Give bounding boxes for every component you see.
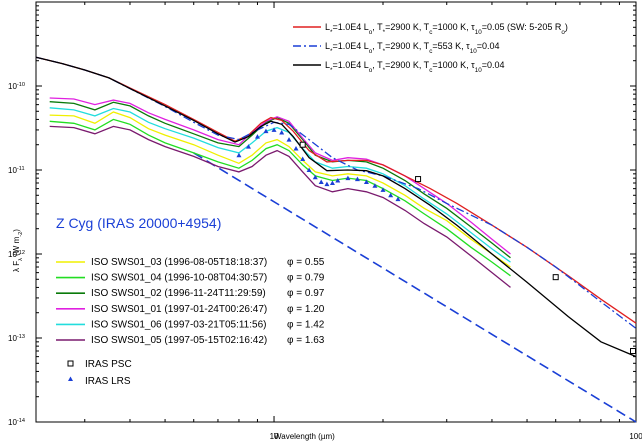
- iras-lrs-point: [324, 181, 330, 187]
- iras-psc-legend-label: IRAS PSC: [85, 359, 132, 370]
- iras-lrs-point: [263, 128, 269, 134]
- legend: Z Cyg (IRAS 20000+4954) L*=1.0E4 Lo, T*=…: [56, 22, 568, 387]
- model-line: [35, 56, 637, 329]
- iras-lrs-point: [335, 177, 341, 183]
- iras-lrs-point: [388, 192, 394, 198]
- iso-spectrum-line: [49, 107, 511, 263]
- iras-lrs-point: [363, 179, 369, 184]
- iso-spectrum-line: [49, 125, 511, 288]
- model-legend-label: L*=1.0E4 Lo, T*=2900 K, Tc=553 K, τ10=0.…: [325, 41, 499, 55]
- model-line: [35, 56, 637, 358]
- iso-legend-label: ISO SWS01_05 (1997-05-15T02:16:42): [91, 335, 267, 346]
- iras-lrs-point: [236, 152, 242, 158]
- reference-line: [193, 152, 637, 423]
- iso-legend-phase: φ = 1.20: [287, 304, 325, 315]
- iso-spectrum-line: [49, 111, 511, 268]
- iras-lrs-point: [318, 179, 324, 184]
- iras-lrs-point: [254, 134, 260, 139]
- iso-legend-label: ISO SWS01_03 (1996-08-05T18:18:37): [91, 257, 267, 268]
- iso-legend-phase: φ = 0.55: [287, 257, 325, 268]
- iras-lrs-point: [329, 180, 335, 186]
- iso-spectrum-line: [49, 97, 511, 255]
- observation-series-group: [49, 97, 511, 288]
- axes: 10 100 10-10 10-11 10-12 10-13 10-14 Wavelength…: [8, 2, 642, 441]
- plot-frame: [35, 1, 637, 423]
- x-tick-label: 10: [270, 432, 279, 441]
- iras-psc-legend-marker: [67, 360, 74, 367]
- iso-legend-label: ISO SWS01_06 (1997-03-21T05:11:56): [91, 319, 266, 330]
- object-label: Z Cyg (IRAS 20000+4954): [56, 215, 221, 231]
- x-tick-label: 100: [629, 432, 642, 441]
- iso-spectrum-line: [49, 101, 511, 259]
- iso-legend-phase: φ = 0.97: [287, 288, 325, 299]
- y-axis-label: λ Fλ (W m-2): [12, 229, 24, 272]
- iras-lrs-point: [345, 175, 351, 181]
- iras-lrs-point: [271, 127, 277, 132]
- model-legend-label: L*=1.0E4 Lo, T*=2900 K, Tc=1000 K, τ10=0…: [325, 60, 504, 74]
- y-tick-label: 10-11: [8, 166, 25, 175]
- iras-lrs-point: [372, 183, 378, 188]
- y-tick-label: 10-10: [8, 82, 25, 91]
- iras-lrs-point: [312, 174, 318, 180]
- iso-legend-label: ISO SWS01_04 (1996-10-08T04:30:57): [91, 273, 267, 284]
- iras-lrs-legend-marker: [68, 376, 73, 381]
- y-tick-label: 10-12: [8, 250, 25, 259]
- reference-line-group: [193, 152, 637, 423]
- iras-lrs-point: [395, 196, 401, 202]
- iso-spectrum-line: [49, 118, 511, 277]
- iras-lrs-point: [279, 129, 285, 135]
- iso-legend-label: ISO SWS01_01 (1997-01-24T00:26:47): [91, 304, 267, 315]
- iras-lrs-point: [293, 146, 299, 151]
- iras-points-group: [236, 127, 636, 355]
- iras-psc-point: [299, 141, 306, 148]
- iras-lrs-point: [245, 144, 251, 149]
- iso-legend-phase: φ = 0.79: [287, 273, 325, 284]
- model-legend-label: L*=1.0E4 Lo, T*=2900 K, Tc=1000 K, τ10=0…: [325, 22, 568, 36]
- iso-legend-label: ISO SWS01_02 (1996-11-24T11:29:59): [91, 288, 266, 299]
- model-line: [35, 56, 637, 324]
- x-axis-label: Wavelength (µm): [274, 432, 335, 441]
- iras-lrs-point: [306, 167, 312, 172]
- iras-lrs-legend-label: IRAS LRS: [85, 376, 131, 387]
- iras-lrs-point: [380, 187, 386, 192]
- iras-lrs-point: [300, 156, 306, 162]
- iso-legend-phase: φ = 1.63: [287, 335, 325, 346]
- iras-lrs-point: [354, 176, 360, 182]
- y-tick-label: 10-14: [8, 418, 25, 427]
- iras-psc-point: [415, 176, 422, 183]
- iso-legend-phase: φ = 1.42: [287, 319, 325, 330]
- model-series-group: [35, 56, 637, 358]
- iras-psc-point: [630, 348, 636, 355]
- iras-psc-point: [552, 274, 559, 281]
- iras-lrs-point: [286, 137, 292, 142]
- y-tick-label: 10-13: [8, 334, 25, 343]
